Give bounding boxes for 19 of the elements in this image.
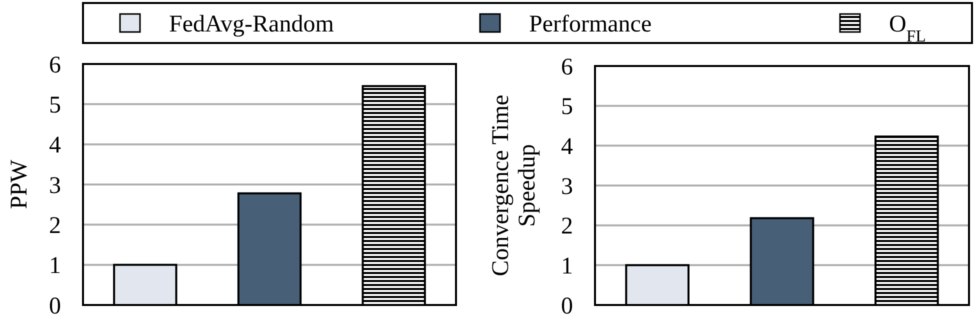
y-tick-label: 3 — [561, 174, 573, 200]
y-tick-label: 2 — [561, 214, 573, 240]
y-tick-label: 5 — [49, 92, 61, 119]
y-tick-label: 0 — [49, 293, 61, 317]
y-tick-label: 2 — [49, 213, 61, 240]
y-tick-label: 6 — [49, 52, 61, 78]
y-tick-label: 5 — [561, 94, 573, 120]
y-tick-label: 6 — [561, 54, 573, 80]
y-axis-title: Convergence Time Speedup — [488, 94, 540, 276]
y-tick-label: 3 — [49, 172, 61, 199]
y-axis-title: PPW — [6, 159, 32, 210]
y-tick-label: 0 — [561, 293, 573, 317]
y-tick-label: 4 — [561, 134, 573, 160]
legend-label: Performance — [529, 11, 652, 38]
legend-label: FedAvg-Random — [169, 11, 334, 38]
y-tick-label: 1 — [49, 253, 61, 280]
y-tick-label: 4 — [49, 132, 61, 159]
y-tick-label: 1 — [561, 254, 573, 280]
legend-label: O$_{FL}$ — [889, 11, 926, 45]
